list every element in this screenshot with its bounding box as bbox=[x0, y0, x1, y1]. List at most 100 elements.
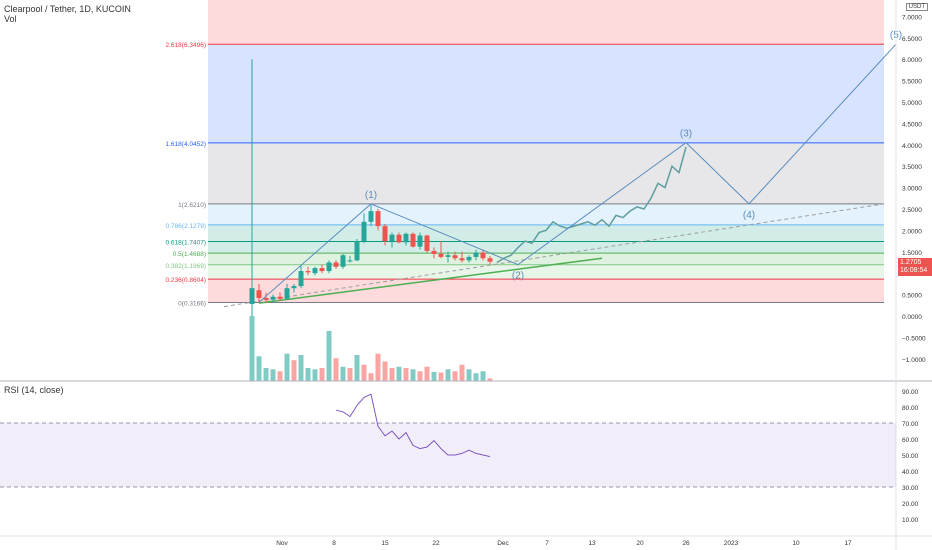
candle-body bbox=[473, 252, 479, 257]
fib-zone-8 bbox=[208, 0, 884, 45]
volume-bar bbox=[487, 378, 493, 381]
volume-bar bbox=[396, 366, 402, 381]
projection-path bbox=[496, 146, 687, 264]
rsi-tick-label: 10.00 bbox=[902, 517, 919, 524]
candle-body bbox=[361, 221, 367, 242]
candle-body bbox=[347, 260, 353, 262]
price-tick-label: 2.0000 bbox=[902, 228, 922, 235]
volume-bar bbox=[480, 371, 486, 381]
time-tick-label: 17 bbox=[844, 540, 852, 547]
volume-bar bbox=[431, 371, 437, 381]
candle-body bbox=[333, 262, 339, 267]
currency-tag: USDT bbox=[905, 3, 928, 11]
candle-body bbox=[326, 262, 332, 272]
volume-bar bbox=[452, 371, 458, 381]
volume-bar bbox=[473, 373, 479, 381]
time-tick-label: 10 bbox=[792, 540, 800, 547]
wave-label-1: (1) bbox=[365, 190, 377, 201]
rsi-tick-label: 30.00 bbox=[902, 485, 919, 492]
price-tick-label: 1.5000 bbox=[902, 250, 922, 257]
volume-bar bbox=[277, 371, 283, 381]
price-tick-label: 0.5000 bbox=[902, 293, 922, 300]
volume-label: Vol bbox=[4, 14, 17, 24]
candle-body bbox=[256, 290, 262, 299]
rsi-tick-label: 70.00 bbox=[902, 421, 919, 428]
candle-body bbox=[466, 256, 472, 261]
fib-zone-1 bbox=[208, 264, 884, 280]
volume-bar bbox=[361, 364, 367, 381]
dashed-trend-line bbox=[223, 203, 885, 308]
fib-zone-5 bbox=[208, 203, 884, 225]
volume-bar bbox=[249, 316, 255, 381]
candle-body bbox=[298, 271, 304, 287]
rsi-tick-label: 80.00 bbox=[902, 405, 919, 412]
time-tick-label: 13 bbox=[588, 540, 596, 547]
volume-bar bbox=[410, 369, 416, 381]
candle-body bbox=[319, 268, 325, 272]
volume-bar bbox=[284, 353, 290, 381]
candle-body bbox=[368, 211, 374, 222]
volume-bar bbox=[424, 366, 430, 381]
fib-zone-6 bbox=[208, 142, 884, 204]
time-tick-label: Nov bbox=[276, 540, 288, 547]
volume-bar bbox=[459, 364, 465, 381]
rsi-tick-label: 90.00 bbox=[902, 389, 919, 396]
candle-body bbox=[249, 288, 255, 305]
price-tick-label: 2.5000 bbox=[902, 207, 922, 214]
fib-label-6: 1(2.6210) bbox=[178, 202, 206, 209]
volume-bar bbox=[354, 355, 360, 381]
candle-body bbox=[270, 296, 276, 300]
candle-body bbox=[354, 241, 360, 261]
price-tick-label: 6.0000 bbox=[902, 57, 922, 64]
volume-bar bbox=[298, 355, 304, 381]
wave-label-3: (3) bbox=[680, 129, 692, 140]
wave-label-4: (4) bbox=[743, 210, 755, 221]
price-tick-label: 4.5000 bbox=[902, 121, 922, 128]
candle-body bbox=[431, 250, 437, 254]
rsi-label: RSI (14, close) bbox=[4, 385, 64, 395]
fib-label-0: 0(0.3166) bbox=[178, 300, 206, 307]
candle-body bbox=[403, 233, 409, 243]
volume-bar bbox=[319, 368, 325, 381]
volume-bar bbox=[340, 366, 346, 381]
candle-body bbox=[487, 258, 493, 262]
volume-bar bbox=[270, 369, 276, 381]
volume-bar bbox=[445, 369, 451, 381]
candle-body bbox=[382, 226, 388, 242]
price-tick-label: 5.5000 bbox=[902, 79, 922, 86]
last-price-tag: 1.2705 16:08:54 bbox=[898, 258, 932, 276]
price-tick-label: 3.5000 bbox=[902, 164, 922, 171]
price-tick-label: 0.0000 bbox=[902, 314, 922, 321]
candle-body bbox=[445, 255, 451, 257]
volume-bar bbox=[417, 371, 423, 381]
fib-zone-7 bbox=[208, 44, 884, 143]
volume-bar bbox=[256, 356, 262, 381]
time-tick-label: Dec bbox=[497, 540, 509, 547]
volume-bar bbox=[347, 368, 353, 381]
price-tick-label: −1.0000 bbox=[902, 357, 926, 364]
price-tick-label: 5.0000 bbox=[902, 100, 922, 107]
price-tick-label: 7.0000 bbox=[902, 14, 922, 21]
candle-body bbox=[459, 258, 465, 261]
volume-bar bbox=[403, 368, 409, 381]
volume-bar bbox=[466, 369, 472, 381]
fib-zone-3 bbox=[208, 241, 884, 254]
fib-zone-0 bbox=[208, 279, 884, 303]
candle-body bbox=[375, 211, 381, 227]
price-tick-label: 3.0000 bbox=[902, 186, 922, 193]
candle-body bbox=[389, 234, 395, 242]
price-tick-label: −0.5000 bbox=[902, 335, 926, 342]
volume-bar bbox=[368, 373, 374, 381]
wave-label-2: (2) bbox=[512, 271, 524, 282]
volume-bar bbox=[326, 330, 332, 381]
volume-bar bbox=[375, 353, 381, 381]
fib-label-3: 0.5(1.4688) bbox=[173, 251, 206, 258]
candle-body bbox=[263, 298, 269, 300]
time-tick-label: 22 bbox=[432, 540, 440, 547]
candle-body bbox=[312, 268, 318, 274]
volume-bar bbox=[389, 368, 395, 381]
candle-body bbox=[410, 233, 416, 247]
candle-body bbox=[417, 235, 423, 247]
symbol-title: Clearpool / Tether, 1D, KUCOIN bbox=[4, 4, 131, 14]
